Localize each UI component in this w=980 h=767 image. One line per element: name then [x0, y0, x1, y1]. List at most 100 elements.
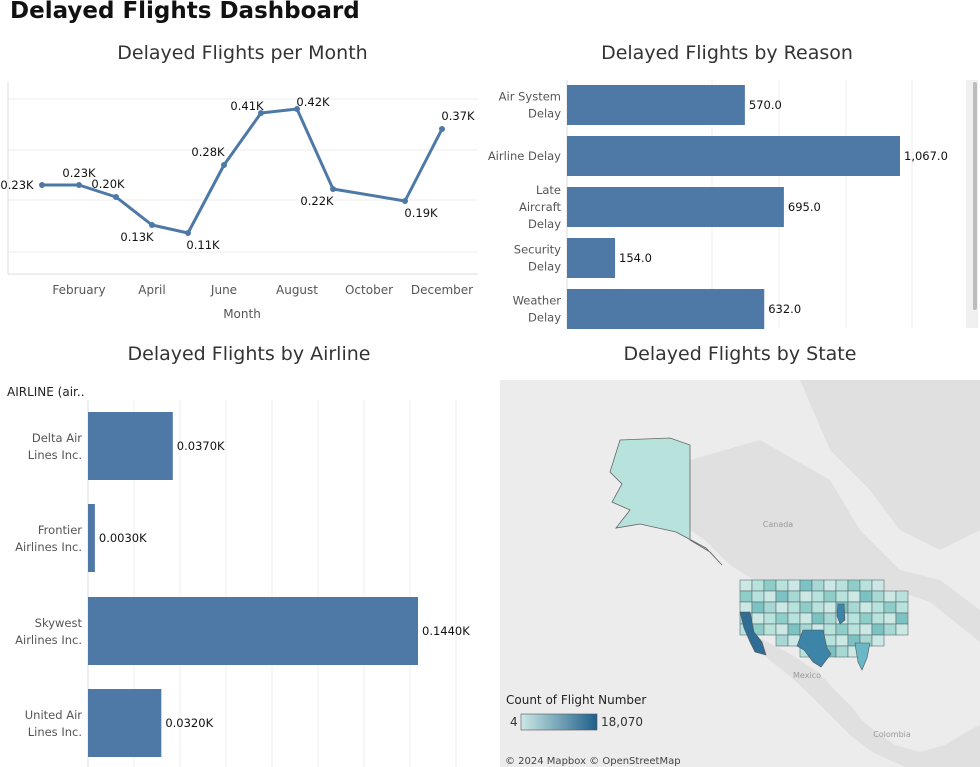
state-region[interactable] — [775, 612, 789, 625]
state-region[interactable] — [859, 623, 873, 636]
state-region[interactable] — [895, 601, 909, 614]
airline-bar[interactable] — [88, 597, 418, 665]
reason-bar[interactable] — [567, 289, 765, 329]
reason-scrollbar-thumb[interactable] — [973, 82, 977, 310]
state-region[interactable] — [775, 601, 789, 614]
state-region[interactable] — [787, 623, 801, 636]
state-region[interactable] — [835, 590, 849, 603]
state-region[interactable] — [823, 623, 837, 636]
month-point-april[interactable] — [149, 222, 155, 228]
state-region[interactable] — [847, 579, 861, 592]
state-region[interactable] — [835, 579, 849, 592]
state-region[interactable] — [823, 590, 837, 603]
month-data-label: 0.20K — [91, 177, 125, 191]
state-region[interactable] — [751, 601, 765, 614]
reason-bar[interactable] — [567, 187, 784, 227]
reason-bar[interactable] — [567, 136, 900, 176]
state-region[interactable] — [739, 579, 753, 592]
month-data-label: 0.41K — [230, 99, 264, 113]
month-point-may[interactable] — [185, 230, 191, 236]
state-region[interactable] — [775, 634, 789, 647]
month-point-january[interactable] — [39, 182, 45, 188]
california-state[interactable] — [739, 611, 767, 656]
state-region[interactable] — [847, 623, 861, 636]
state-region[interactable] — [799, 590, 813, 603]
state-region[interactable] — [787, 590, 801, 603]
state-region[interactable] — [763, 601, 777, 614]
month-x-tick-label: June — [210, 283, 237, 297]
florida-state[interactable] — [854, 642, 871, 671]
state-region[interactable] — [871, 634, 885, 647]
state-region[interactable] — [823, 612, 837, 625]
month-point-july[interactable] — [258, 110, 264, 116]
state-region[interactable] — [823, 601, 837, 614]
month-point-march[interactable] — [113, 194, 119, 200]
state-region[interactable] — [763, 579, 777, 592]
month-point-august[interactable] — [294, 106, 300, 112]
airline-bar[interactable] — [88, 412, 173, 480]
state-region[interactable] — [775, 623, 789, 636]
state-region[interactable] — [871, 623, 885, 636]
reason-bar[interactable] — [567, 85, 745, 125]
state-region[interactable] — [739, 590, 753, 603]
state-region[interactable] — [847, 590, 861, 603]
state-region[interactable] — [811, 579, 825, 592]
state-region[interactable] — [811, 590, 825, 603]
state-region[interactable] — [883, 623, 897, 636]
state-region[interactable] — [859, 590, 873, 603]
state-region[interactable] — [787, 601, 801, 614]
state-region[interactable] — [799, 601, 813, 614]
state-region[interactable] — [751, 612, 765, 625]
state-region[interactable] — [787, 612, 801, 625]
state-region[interactable] — [763, 590, 777, 603]
alaska-state[interactable] — [609, 437, 723, 566]
state-region[interactable] — [883, 590, 897, 603]
state-region[interactable] — [871, 601, 885, 614]
state-region[interactable] — [847, 601, 861, 614]
state-region[interactable] — [823, 579, 837, 592]
month-point-september[interactable] — [330, 186, 336, 192]
state-region[interactable] — [871, 579, 885, 592]
state-region[interactable] — [835, 645, 849, 658]
state-region[interactable] — [751, 579, 765, 592]
state-region[interactable] — [871, 590, 885, 603]
state-region[interactable] — [799, 612, 813, 625]
reason-category-label: Air System Delay — [499, 90, 562, 121]
state-region[interactable] — [775, 590, 789, 603]
illinois-state[interactable] — [836, 603, 846, 625]
state-map[interactable]: Canada Mexico Colombia Count of Flight N… — [500, 380, 980, 767]
texas-state[interactable] — [796, 629, 832, 668]
reason-bar[interactable] — [567, 238, 616, 278]
month-point-june[interactable] — [221, 162, 227, 168]
state-region[interactable] — [799, 579, 813, 592]
state-region[interactable] — [751, 590, 765, 603]
state-region[interactable] — [895, 590, 909, 603]
state-region[interactable] — [859, 612, 873, 625]
state-region[interactable] — [883, 612, 897, 625]
state-region[interactable] — [847, 612, 861, 625]
reason-category-label: Weather Delay — [513, 294, 562, 325]
state-region[interactable] — [883, 601, 897, 614]
month-x-tick-label: August — [276, 283, 318, 297]
state-region[interactable] — [811, 612, 825, 625]
state-region[interactable] — [775, 579, 789, 592]
month-data-label: 0.23K — [62, 166, 96, 180]
state-region[interactable] — [787, 579, 801, 592]
state-region[interactable] — [811, 601, 825, 614]
state-region[interactable] — [763, 612, 777, 625]
state-region[interactable] — [835, 623, 849, 636]
state-region[interactable] — [835, 634, 849, 647]
state-region[interactable] — [763, 623, 777, 636]
month-x-tick-label: October — [345, 283, 393, 297]
state-region[interactable] — [895, 612, 909, 625]
state-region[interactable] — [859, 579, 873, 592]
month-point-december[interactable] — [439, 126, 445, 132]
state-region[interactable] — [739, 601, 753, 614]
month-point-february[interactable] — [76, 182, 82, 188]
state-region[interactable] — [895, 623, 909, 636]
airline-bar[interactable] — [88, 689, 162, 757]
month-point-november[interactable] — [402, 198, 408, 204]
state-region[interactable] — [871, 612, 885, 625]
airline-bar[interactable] — [88, 504, 95, 572]
state-region[interactable] — [859, 601, 873, 614]
